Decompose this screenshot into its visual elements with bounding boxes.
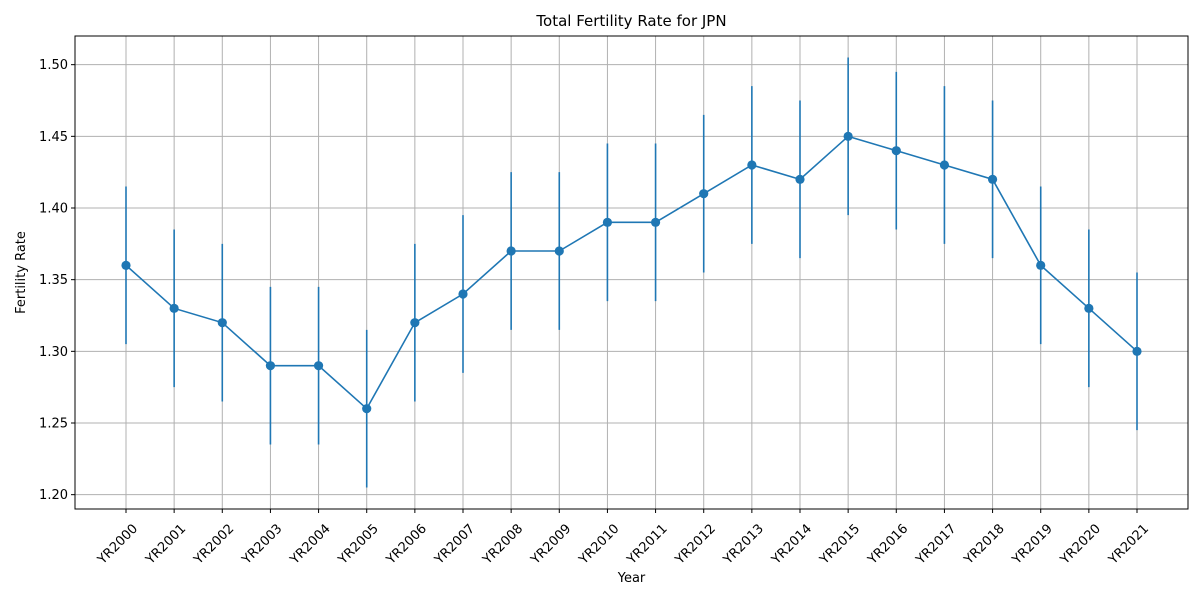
x-tick-label: YR2007 <box>431 521 478 568</box>
data-point <box>795 174 805 184</box>
x-tick-label: YR2009 <box>528 521 575 568</box>
x-axis-ticks: YR2000 YR2001 YR2002 YR2003 YR2004 YR2005 YR20… <box>94 509 1152 568</box>
y-tick-label: 1.45 <box>39 130 68 145</box>
x-tick-label: YR2010 <box>576 521 623 568</box>
y-tick-label: 1.30 <box>39 345 68 360</box>
y-axis-label: Fertility Rate <box>14 231 29 314</box>
x-tick-label: YR2001 <box>142 521 189 568</box>
data-point <box>747 160 757 170</box>
data-point <box>217 318 227 328</box>
y-tick-label: 1.20 <box>39 488 68 503</box>
x-tick-label: YR2020 <box>1057 521 1104 568</box>
x-tick-label: YR2014 <box>768 521 815 568</box>
data-point <box>458 289 468 299</box>
x-tick-label: YR2019 <box>1009 521 1056 568</box>
x-axis-label: Year <box>617 571 646 586</box>
x-tick-label: YR2021 <box>1105 521 1152 568</box>
x-tick-label: YR2012 <box>672 521 719 568</box>
data-point <box>602 217 613 227</box>
x-tick-label: YR2017 <box>913 521 960 568</box>
x-tick-label: YR2003 <box>239 521 286 568</box>
data-point <box>987 174 998 184</box>
y-axis-ticks: 1.20 1.25 1.30 1.35 1.40 1.45 1.50 <box>39 58 75 503</box>
plot-frame <box>74 35 1189 510</box>
data-point <box>1132 346 1142 356</box>
chart-title: Total Fertility Rate for JPN <box>535 12 726 30</box>
grid <box>75 36 1188 509</box>
series-line-group <box>125 135 1138 410</box>
data-point <box>265 361 276 371</box>
data-point <box>506 246 516 256</box>
data-point <box>554 246 564 256</box>
data-point <box>699 189 709 199</box>
x-tick-label: YR2013 <box>720 521 767 568</box>
y-tick-label: 1.40 <box>39 202 68 217</box>
x-tick-label: YR2015 <box>816 521 863 568</box>
data-point <box>169 303 179 313</box>
y-tick-label: 1.50 <box>39 58 68 73</box>
x-tick-label: YR2016 <box>865 521 912 568</box>
data-point <box>939 160 950 170</box>
data-point <box>121 260 131 270</box>
data-point <box>410 318 420 328</box>
y-tick-label: 1.35 <box>39 273 68 288</box>
series-line <box>125 135 1138 410</box>
series-markers <box>121 131 1142 414</box>
data-point <box>1036 260 1046 270</box>
x-tick-label: YR2000 <box>94 521 141 568</box>
x-tick-label: YR2018 <box>961 521 1008 568</box>
x-tick-label: YR2004 <box>287 521 334 568</box>
data-point <box>1084 303 1094 313</box>
x-tick-label: YR2011 <box>624 521 671 568</box>
data-point <box>313 361 324 371</box>
data-point <box>843 131 853 141</box>
data-point <box>650 217 661 227</box>
y-tick-label: 1.25 <box>39 417 68 432</box>
x-tick-label: YR2006 <box>383 521 430 568</box>
data-point <box>362 404 372 414</box>
x-tick-label: YR2008 <box>479 521 526 568</box>
x-tick-label: YR2002 <box>191 521 238 568</box>
data-point <box>891 146 901 156</box>
x-tick-label: YR2005 <box>335 521 382 568</box>
